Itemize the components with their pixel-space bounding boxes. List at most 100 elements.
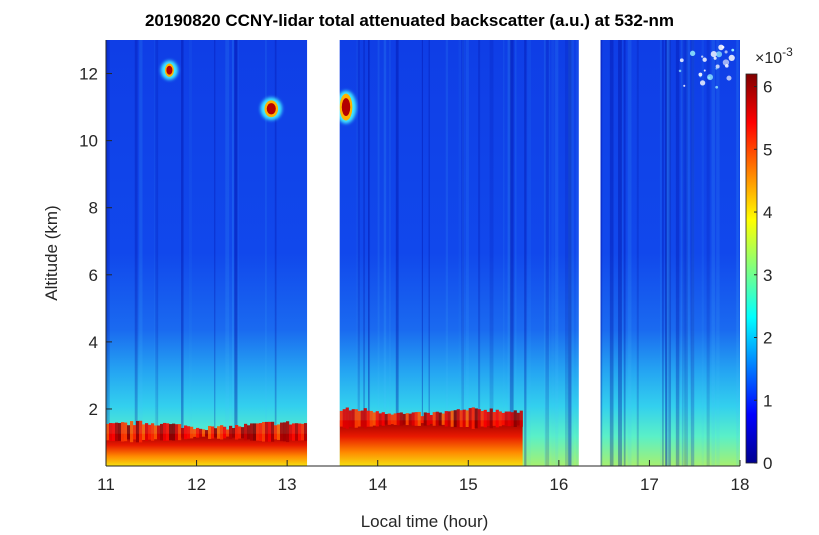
x-axis-ticks: 11 12 13 14 15 16 17 18 [97, 460, 749, 494]
aerosol-edge [414, 412, 418, 426]
aerosol-edge [369, 410, 373, 427]
aerosol-edge [298, 423, 302, 441]
signal-stripe [462, 40, 465, 466]
signal-stripe [458, 40, 462, 466]
aerosol-edge [178, 424, 182, 441]
y-tick-label: 12 [79, 65, 98, 84]
signal-stripe [568, 40, 572, 466]
colorbar-tick-label: 0 [763, 454, 772, 473]
signal-stripe [665, 40, 668, 466]
x-tick-label: 15 [459, 475, 478, 494]
signal-stripe [609, 40, 614, 466]
aerosol-edge [166, 423, 170, 441]
x-tick-label: 13 [278, 475, 297, 494]
aerosol-edge [253, 423, 257, 441]
aerosol-edge [357, 411, 361, 427]
signal-stripe [478, 40, 481, 466]
y-axis-ticks: 2 4 6 8 10 12 [79, 65, 112, 419]
aerosol-edge [130, 421, 134, 443]
aerosol-edge [157, 425, 161, 440]
aerosol-edge [459, 410, 463, 428]
signal-stripe [188, 40, 192, 466]
signal-stripe [713, 40, 716, 466]
signal-stripe [356, 40, 359, 466]
aerosol-edge [106, 423, 110, 441]
y-tick-label: 4 [89, 333, 98, 352]
aerosol-edge [453, 410, 457, 428]
signal-stripe [506, 40, 511, 466]
cirrus-speck [698, 72, 703, 77]
signal-stripe [357, 40, 360, 466]
signal-stripe [389, 40, 391, 466]
signal-stripe [106, 40, 109, 466]
aerosol-edge [148, 424, 152, 440]
signal-stripe [421, 40, 423, 466]
signal-stripe [623, 40, 626, 466]
boundary-layer-aerosol-high-backscatter [106, 420, 308, 466]
signal-stripe [575, 40, 579, 466]
aerosol-edge [181, 427, 185, 438]
aerosol-edge [441, 413, 445, 425]
cirrus-speck [715, 85, 719, 89]
signal-stripe [363, 40, 366, 466]
y-tick-label: 2 [89, 400, 98, 419]
signal-stripe [234, 40, 238, 466]
signal-stripe [662, 40, 664, 466]
aerosol-edge [495, 409, 499, 428]
signal-stripe [134, 40, 138, 466]
cirrus-speck [689, 50, 696, 57]
cloud [260, 97, 283, 121]
aerosol-edge [420, 416, 424, 424]
signal-stripe [665, 40, 667, 466]
signal-stripe [234, 40, 238, 466]
cirrus-speck [683, 84, 686, 87]
aerosol-edge [375, 411, 379, 427]
signal-stripe [551, 40, 555, 466]
aerosol-edge [498, 411, 502, 427]
aerosol-edge [489, 408, 493, 429]
aerosol-edge [283, 422, 287, 442]
aerosol-edge [408, 413, 412, 425]
signal-stripe [666, 40, 671, 466]
aerosol-edge [381, 412, 385, 426]
aerosol-edge [199, 428, 203, 438]
aerosol-edge [378, 413, 382, 425]
aerosol-edge [259, 423, 263, 441]
signal-stripe [368, 40, 371, 466]
signal-stripe [548, 40, 550, 466]
signal-stripe [686, 40, 690, 466]
signal-stripe [489, 40, 494, 466]
thin-cirrus [678, 44, 735, 89]
signal-stripe [684, 40, 688, 466]
signal-stripe [618, 40, 622, 466]
cloud-core [341, 98, 351, 117]
aerosol-edge [447, 411, 451, 427]
cloud [335, 90, 357, 124]
signal-stripe [543, 40, 547, 466]
cirrus-speck [679, 58, 684, 63]
aerosol-edge [345, 407, 349, 429]
aerosol-edge [426, 412, 430, 426]
aerosol-edge [372, 412, 376, 426]
aerosol-edge [393, 413, 397, 425]
signal-stripe [690, 40, 695, 466]
signal-stripe [636, 40, 639, 466]
signal-stripe [621, 40, 624, 466]
cirrus-speck [718, 44, 724, 51]
x-tick-label: 14 [368, 475, 387, 494]
aerosol-edge [483, 409, 487, 428]
aerosol-edge [244, 423, 248, 441]
aerosol-edge [256, 423, 260, 441]
aerosol-edge [342, 409, 346, 428]
signal-stripe [545, 40, 549, 466]
aerosol-edge [304, 423, 308, 441]
signal-stripe [736, 40, 739, 466]
signal-stripe [274, 40, 277, 466]
colorbar-exponent: ×10-3 [755, 45, 793, 67]
aerosol-edge [175, 424, 179, 441]
y-tick-label: 8 [89, 199, 98, 218]
aerosol-edge [115, 422, 119, 442]
aerosol-edge [468, 408, 472, 429]
cirrus-speck [728, 54, 735, 62]
